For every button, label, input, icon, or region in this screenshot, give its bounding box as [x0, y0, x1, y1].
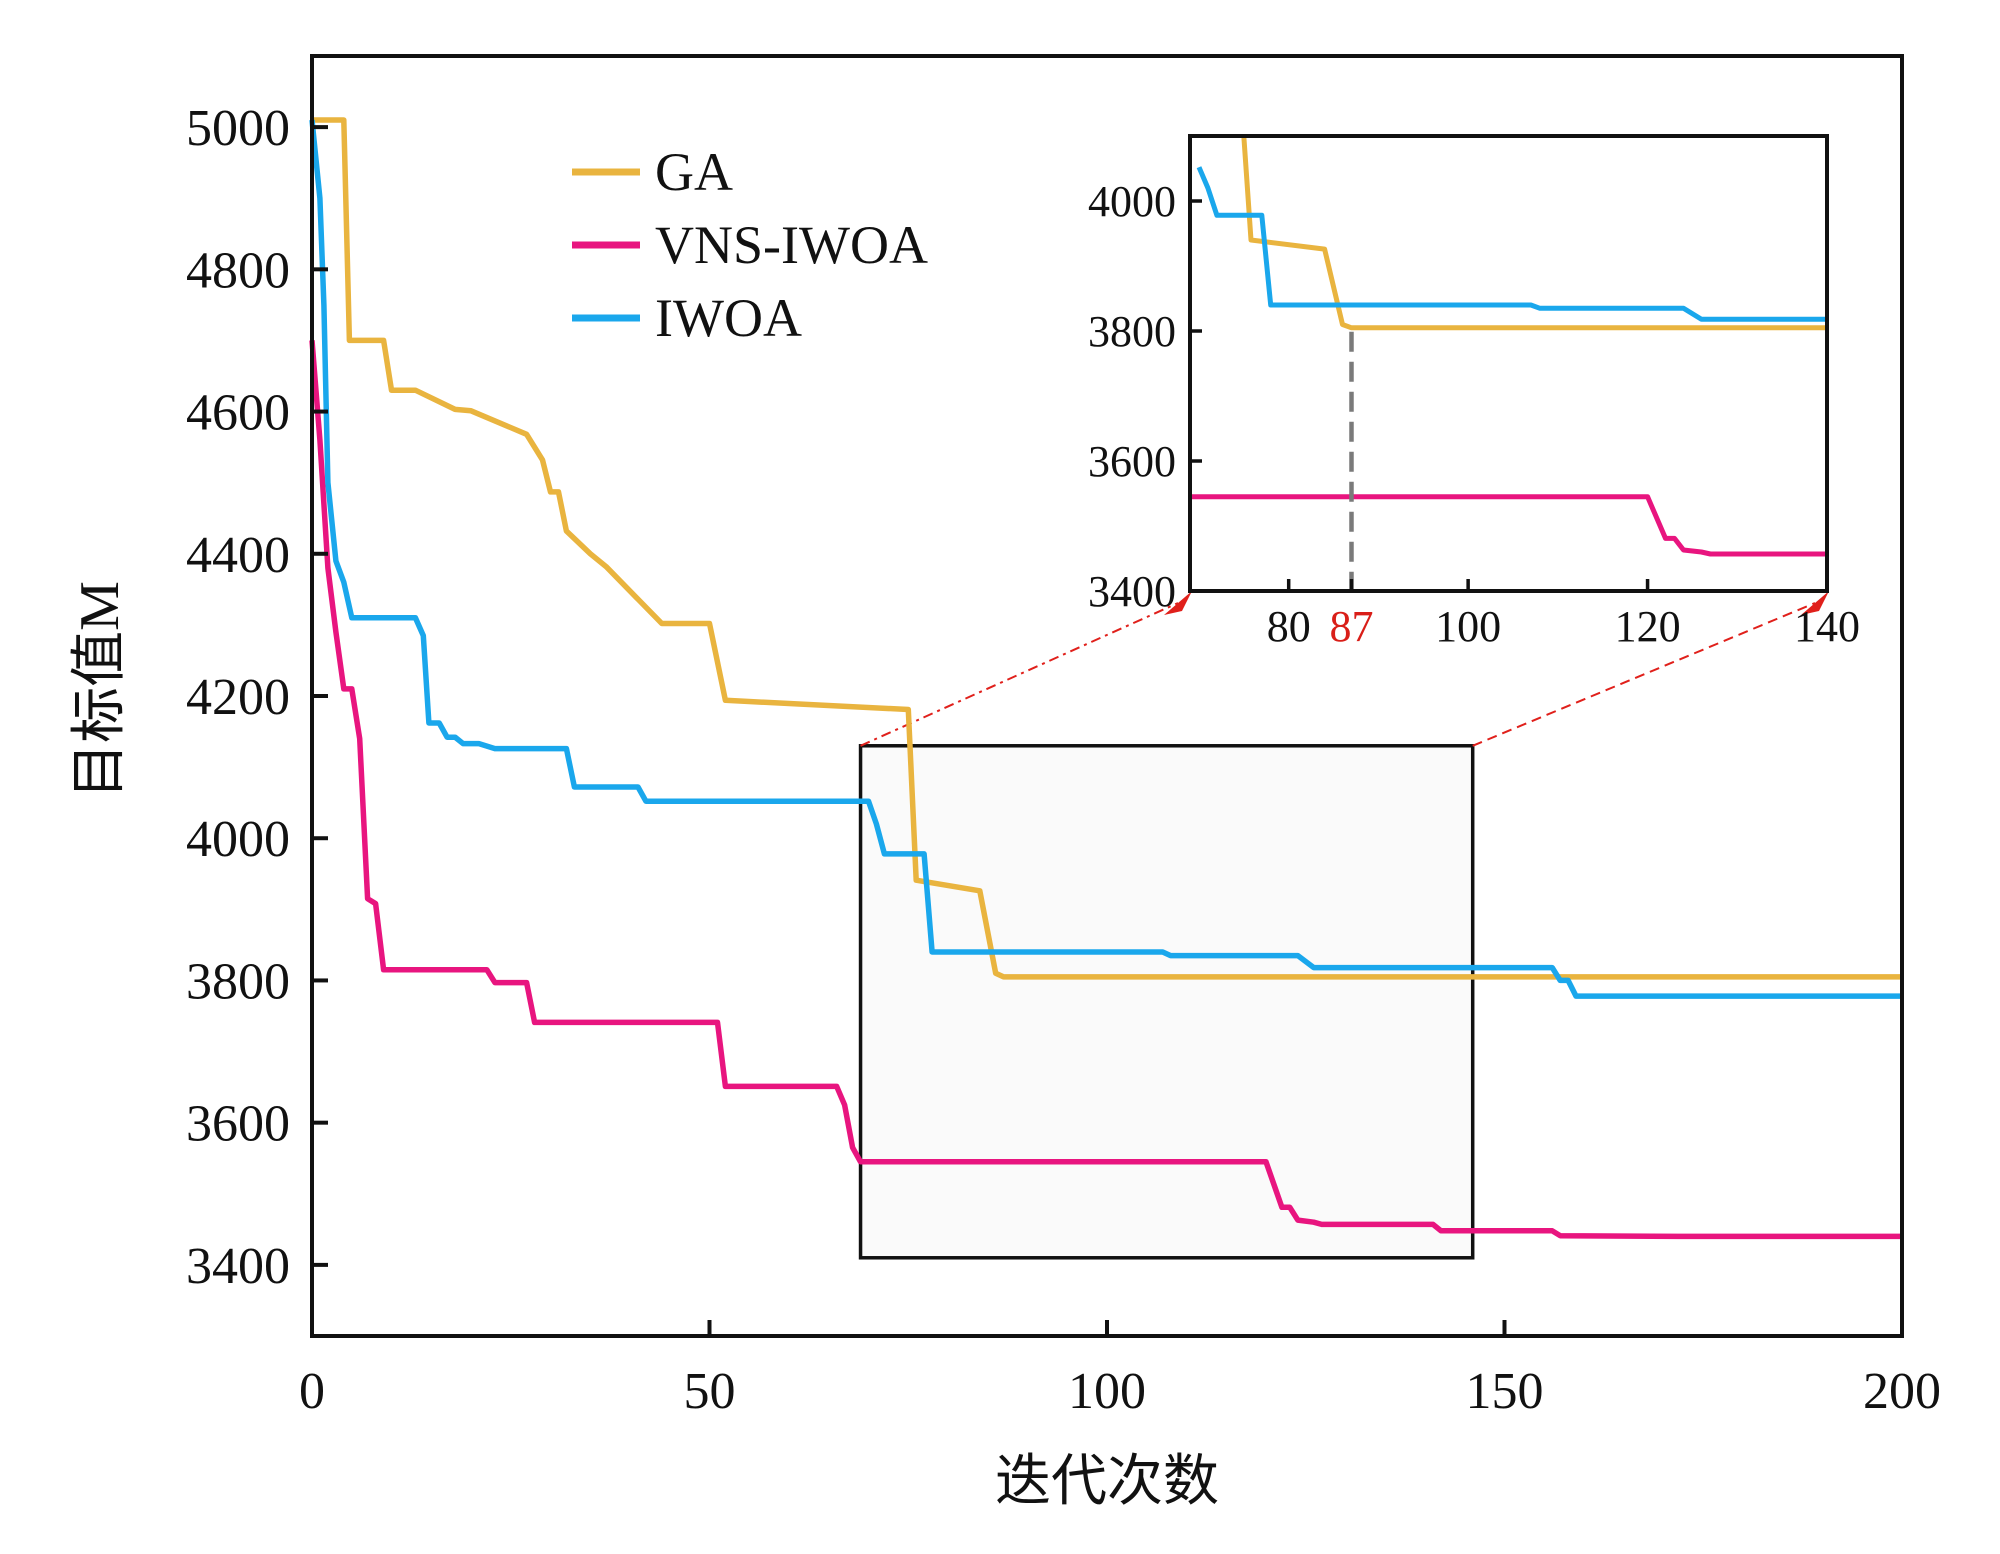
y-tick-label: 4000 [186, 811, 290, 868]
x-tick-label: 150 [1466, 1363, 1544, 1420]
inset-series-line-vns-iwoa [1190, 494, 1827, 557]
main-series-group [309, 117, 1902, 1240]
y-tick-label: 3800 [186, 953, 290, 1010]
inset-y-tick-label: 4000 [1088, 177, 1176, 226]
inset-x-tick-label: 80 [1267, 602, 1311, 651]
x-tick-label: 0 [299, 1363, 325, 1420]
main-x-axis: 0 50 100 150 200 [299, 1320, 1941, 1420]
inset-y-tick-label: 3400 [1088, 567, 1176, 616]
y-tick-label: 5000 [186, 100, 290, 157]
zoom-region-box [858, 744, 1475, 1260]
inset-plot-frame [1188, 134, 1829, 593]
inset-x-tick-label-highlight: 87 [1329, 602, 1373, 651]
y-tick-label: 3600 [186, 1096, 290, 1153]
y-tick-label: 4600 [186, 385, 290, 442]
connector-arrow-right [1801, 591, 1829, 615]
inset-series-group [1190, 136, 1827, 557]
y-tick-label: 4200 [186, 669, 290, 726]
legend-label-iwoa: IWOA [655, 288, 802, 348]
x-axis-label: 迭代次数 [995, 1451, 1219, 1513]
inset-y-tick-label: 3800 [1088, 307, 1176, 356]
series-line-vns-iwoa [309, 340, 1902, 1240]
inset-x-tick-label: 120 [1615, 602, 1681, 651]
x-tick-label: 200 [1863, 1363, 1941, 1420]
zoom-connector-right [1472, 602, 1816, 747]
inset-background [1190, 136, 1827, 591]
y-axis-label: 目标值M [69, 581, 131, 799]
legend: GA VNS-IWOA IWOA [572, 142, 928, 348]
inset-x-tick-label: 100 [1435, 602, 1501, 651]
connector-arrow-left [1164, 591, 1192, 615]
x-tick-label: 50 [684, 1363, 736, 1420]
inset-x-axis: 80 87 100 120 140 [1267, 579, 1860, 651]
y-tick-label: 4400 [186, 527, 290, 584]
legend-label-vns-iwoa: VNS-IWOA [655, 215, 928, 275]
x-tick-label: 100 [1068, 1363, 1146, 1420]
inset-y-axis: 3400 3600 3800 4000 [1088, 177, 1202, 616]
inset-y-tick-label: 3600 [1088, 437, 1176, 486]
y-tick-label: 3400 [186, 1238, 290, 1295]
y-tick-label: 4800 [186, 242, 290, 299]
series-line-iwoa [309, 119, 1902, 999]
inset-series-line-ga [1241, 136, 1827, 331]
main-y-axis: 3400 3600 3800 4000 4200 4400 4600 4800 5000 [186, 100, 328, 1295]
inset-series-line-iwoa [1196, 166, 1827, 322]
legend-label-ga: GA [655, 142, 733, 202]
inset-x-tick-label: 140 [1794, 602, 1860, 651]
